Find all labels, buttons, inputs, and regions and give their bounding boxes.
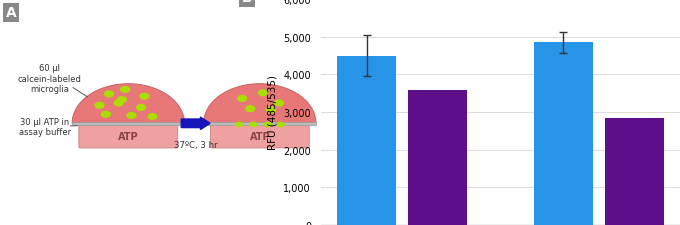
Circle shape	[266, 107, 276, 114]
Circle shape	[245, 106, 255, 113]
Text: 30 µl ATP in
assay buffer: 30 µl ATP in assay buffer	[19, 117, 71, 137]
Circle shape	[264, 122, 272, 128]
FancyBboxPatch shape	[210, 123, 309, 148]
Text: ATP: ATP	[118, 132, 139, 142]
Circle shape	[277, 122, 285, 128]
Circle shape	[258, 90, 268, 97]
Circle shape	[126, 112, 137, 119]
Y-axis label: RFU (485/535): RFU (485/535)	[268, 75, 277, 150]
Text: B: B	[241, 0, 252, 5]
FancyArrow shape	[182, 117, 210, 130]
Text: A: A	[5, 6, 16, 20]
Text: 60 µl
calcein-labeled
microglia: 60 µl calcein-labeled microglia	[18, 64, 82, 94]
Bar	[337, 56, 396, 225]
Circle shape	[136, 104, 146, 112]
Bar	[72, 122, 184, 125]
Circle shape	[250, 122, 258, 128]
Wedge shape	[72, 84, 184, 124]
Circle shape	[114, 100, 124, 107]
Circle shape	[120, 86, 131, 94]
Circle shape	[148, 113, 158, 121]
Circle shape	[104, 91, 114, 98]
Bar	[408, 91, 467, 225]
Wedge shape	[204, 84, 316, 124]
Circle shape	[95, 102, 105, 109]
Bar	[534, 43, 593, 225]
Circle shape	[235, 122, 243, 128]
Text: ATP: ATP	[250, 132, 270, 142]
FancyBboxPatch shape	[79, 123, 177, 148]
Circle shape	[274, 100, 284, 107]
Bar	[204, 122, 316, 125]
Circle shape	[117, 97, 127, 104]
Circle shape	[101, 111, 111, 118]
Bar	[605, 118, 664, 225]
Text: 37ºC, 3 hr: 37ºC, 3 hr	[174, 141, 218, 150]
Circle shape	[237, 95, 248, 103]
Circle shape	[139, 93, 150, 100]
